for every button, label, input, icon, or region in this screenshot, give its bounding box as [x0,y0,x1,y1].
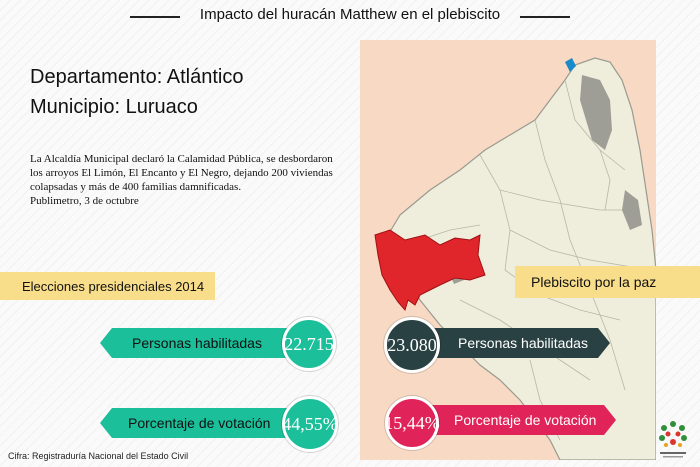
plebiscite-turnout-value: 15,44% [384,396,440,450]
description-text: La Alcaldía Municipal declaró la Calamid… [30,152,360,208]
plebiscite-turnout-banner: Porcentaje de votación [420,405,616,435]
elections-eligible-banner: Personas habilitadas [100,328,300,358]
elections-eligible-value: 22.715 [282,317,336,371]
municipality-heading: Municipio: Luruaco [30,96,198,118]
elections-2014-label: Elecciones presidenciales 2014 [0,272,215,300]
map-water [565,58,576,72]
description-line: los arroyos El Limón, El Encanto y El Ne… [30,167,333,179]
source-note: Cifra: Registraduría Nacional del Estado… [8,451,189,461]
plebiscite-label-text: Plebiscito por la paz [531,274,657,290]
description-line: La Alcaldía Municipal declaró la Calamid… [30,153,333,165]
plebiscite-turnout-label: Porcentaje de votación [454,412,597,428]
plebiscite-eligible-value: 23.080 [384,317,440,373]
logo-icon [659,421,687,458]
elections-turnout-value: 44,55% [282,396,338,452]
department-heading: Departamento: Atlántico [30,66,244,88]
elections-2014-label-text: Elecciones presidenciales 2014 [22,279,205,294]
elections-eligible-label: Personas habilitadas [132,335,262,351]
municipality-highlight [374,229,486,312]
page-title: Impacto del huracán Matthew en el plebis… [199,6,501,23]
description-line: colapsadas y más de 400 familias damnifi… [30,181,242,193]
elections-turnout-label: Porcentaje de votación [128,415,271,431]
elections-turnout-banner: Porcentaje de votación [100,408,300,438]
description-source: Publimetro, 3 de octubre [30,195,139,207]
colombia-map-icon [360,40,656,460]
plebiscite-label: Plebiscito por la paz [515,266,700,298]
title-bar: Impacto del huracán Matthew en el plebis… [0,0,700,30]
plebiscite-eligible-label: Personas habilitadas [458,335,588,351]
title-rule-right [520,16,570,18]
title-rule-left [130,16,180,18]
plebiscite-eligible-banner: Personas habilitadas [420,328,610,358]
